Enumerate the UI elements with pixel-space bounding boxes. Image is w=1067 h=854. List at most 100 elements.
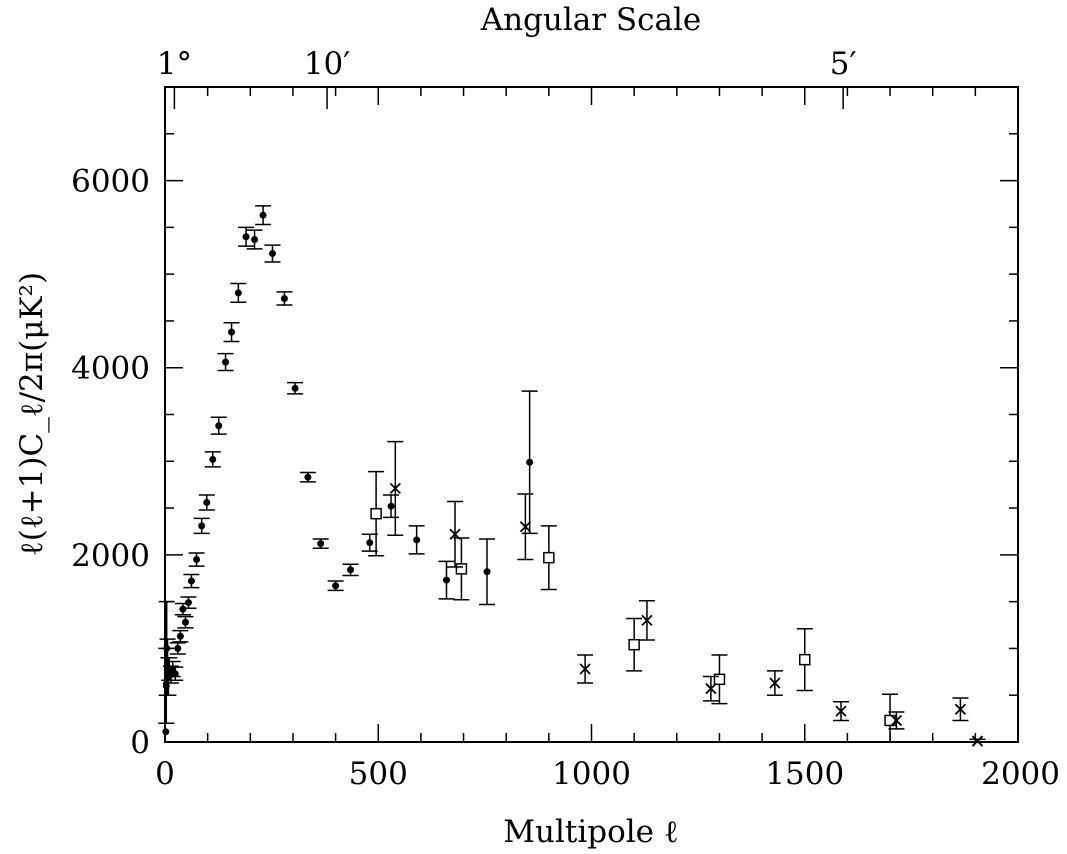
data-point-cross — [833, 701, 850, 722]
data-point-square — [540, 525, 557, 591]
dot-marker — [193, 556, 201, 564]
data-point-dot — [180, 596, 197, 609]
y-tick-label: 6000 — [71, 164, 150, 200]
dot-marker — [304, 473, 312, 481]
data-point-dot — [264, 244, 281, 263]
top-axis-title: Angular Scale — [480, 2, 702, 38]
cross-marker — [641, 614, 653, 626]
square-marker — [455, 563, 468, 575]
dot-marker — [317, 540, 325, 548]
x-tick-label: 500 — [349, 756, 408, 792]
dot-marker — [234, 289, 242, 297]
square-marker — [370, 507, 382, 520]
cross-marker — [389, 482, 401, 495]
data-point-dot — [217, 352, 234, 372]
data-point-dot — [230, 282, 247, 303]
x-tick-label: 2000 — [981, 756, 1060, 792]
data-point-dot — [198, 494, 215, 511]
dot-marker — [181, 618, 189, 626]
data-point-dot — [361, 533, 378, 552]
dot-marker — [259, 211, 267, 219]
dot-marker — [162, 728, 170, 736]
data-point-cross — [387, 440, 404, 536]
dot-marker — [171, 670, 179, 678]
dot-marker — [184, 599, 192, 607]
data-point-dot — [238, 226, 255, 247]
data-point-dot — [210, 416, 227, 435]
data-point-square — [453, 537, 470, 601]
cross-marker — [835, 705, 847, 717]
data-point-dot — [479, 538, 496, 606]
data-point-dot — [383, 494, 400, 519]
top-angular-tick-label: 10′ — [304, 46, 351, 82]
x-axis-title: Multipole ℓ — [503, 814, 678, 850]
y-axis-title: ℓ(ℓ+1)C_ℓ/2π(μK²) — [14, 272, 50, 556]
dot-marker — [215, 422, 223, 430]
x-tick-label: 0 — [155, 756, 175, 792]
data-point-dot — [287, 381, 304, 395]
dot-marker — [198, 522, 206, 530]
cross-marker — [705, 683, 717, 695]
dot-marker — [366, 539, 374, 547]
dot-marker — [174, 644, 182, 652]
data-point-dot — [167, 666, 184, 681]
data-point-cross — [577, 654, 594, 684]
data-point-cross — [638, 599, 655, 641]
data-point-dot — [521, 390, 538, 535]
data-point-cross — [969, 735, 986, 747]
dot-marker — [332, 582, 340, 590]
data-point-dot — [438, 560, 455, 600]
data-marks — [158, 205, 986, 747]
data-point-square — [368, 470, 385, 557]
dot-marker — [268, 250, 276, 258]
square-marker — [799, 653, 811, 666]
plot-frame — [164, 86, 1019, 743]
axis-tick-labels: 1° 10′ 5′ 0 500 1000 1500 2000 0 2000 4000 6000 — [71, 46, 1060, 792]
data-point-dot — [246, 229, 263, 250]
cross-marker — [579, 663, 591, 675]
x-tick-label: 1500 — [765, 756, 844, 792]
data-point-square — [711, 654, 728, 705]
dot-marker — [413, 536, 421, 544]
square-marker — [884, 714, 896, 727]
cross-marker — [449, 528, 461, 540]
axis-ticks — [164, 86, 1019, 743]
data-point-square — [626, 617, 643, 672]
data-point-dot — [204, 451, 221, 468]
data-point-cross — [766, 670, 783, 696]
data-point-square — [796, 628, 813, 692]
square-marker — [713, 673, 726, 686]
dot-marker — [222, 358, 230, 366]
data-point-cross — [517, 493, 534, 561]
data-point-dot — [312, 538, 329, 550]
top-angular-tick-label: 5′ — [830, 46, 857, 82]
cross-marker — [971, 735, 984, 747]
dot-marker — [209, 455, 217, 463]
dot-marker — [526, 458, 534, 466]
data-point-dot — [408, 525, 425, 555]
x-tick-label: 1000 — [552, 756, 631, 792]
data-point-cross — [447, 500, 464, 568]
dot-marker — [347, 566, 355, 574]
data-point-dot — [172, 629, 189, 643]
data-point-dot — [276, 291, 293, 306]
data-point-dot — [255, 205, 272, 226]
data-point-dot — [174, 602, 191, 616]
cross-marker — [519, 521, 532, 533]
data-point-cross — [702, 675, 719, 702]
dot-marker — [163, 644, 171, 652]
data-point-dot — [177, 615, 194, 629]
data-point-dot — [162, 728, 170, 736]
data-point-dot — [299, 471, 316, 483]
cross-marker — [954, 703, 967, 715]
data-point-dot — [183, 573, 200, 589]
data-point-dot — [169, 642, 186, 655]
dot-marker — [203, 498, 211, 506]
y-tick-label: 0 — [130, 725, 150, 761]
dot-marker — [176, 632, 184, 640]
data-point-dot — [327, 580, 344, 592]
square-marker — [628, 638, 640, 651]
cross-marker — [769, 677, 781, 689]
dot-marker — [291, 384, 299, 392]
